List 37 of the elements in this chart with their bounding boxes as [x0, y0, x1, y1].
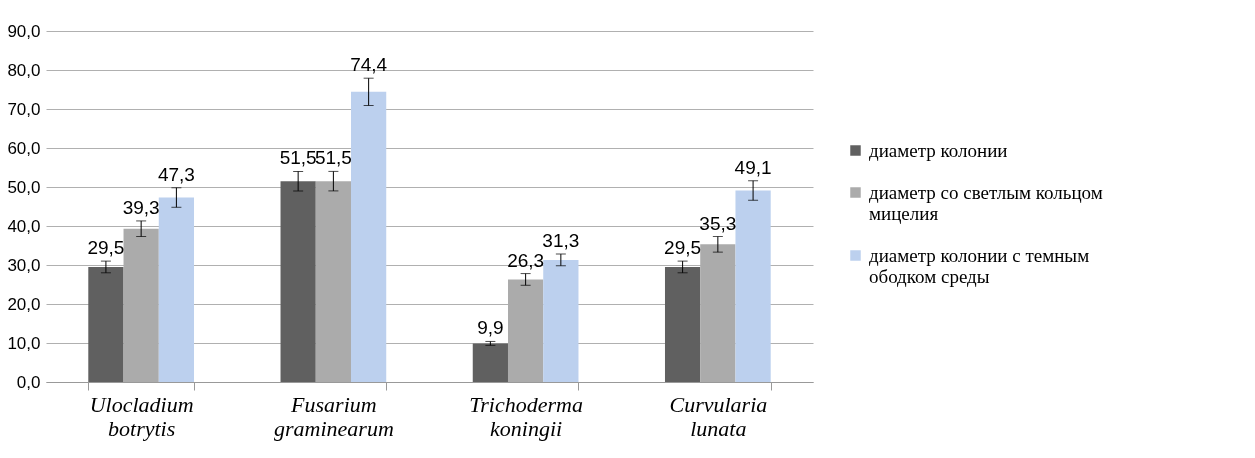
y-tick-label: 70,0	[7, 99, 41, 119]
data-label: 9,9	[477, 317, 504, 339]
bar	[735, 190, 771, 382]
x-tick-label: Ulocladium botrytis	[89, 391, 194, 441]
y-tick-label: 10,0	[7, 333, 41, 353]
y-tick-label: 60,0	[7, 138, 41, 158]
data-label: 29,5	[664, 237, 702, 259]
bar	[472, 343, 508, 382]
y-tick-label: 30,0	[7, 255, 41, 275]
data-label: 51,5	[279, 147, 317, 169]
x-tick-label: Curvularia lunata	[669, 391, 768, 441]
data-label: 29,5	[87, 237, 125, 259]
data-label: 49,1	[734, 156, 772, 178]
data-label: 31,3	[542, 230, 580, 252]
data-label: 26,3	[507, 249, 545, 271]
bar	[280, 181, 316, 382]
bar	[315, 181, 352, 382]
legend-label: диаметр со светлым кольцом мицелия	[869, 181, 1103, 224]
bar	[543, 259, 579, 382]
data-label: 39,3	[122, 196, 160, 218]
bar	[351, 91, 387, 382]
data-label: 35,3	[699, 212, 737, 234]
x-tick-label: Trichoderma koningii	[469, 391, 583, 441]
x-tick-label: Fusarium graminearum	[273, 391, 394, 441]
bar	[88, 266, 124, 382]
y-tick-label: 90,0	[7, 21, 41, 41]
data-label: 47,3	[157, 163, 195, 185]
legend-label: диаметр колонии	[869, 139, 1008, 161]
bar	[664, 266, 701, 382]
data-label: 74,4	[350, 54, 388, 76]
y-tick-label: 40,0	[7, 216, 41, 236]
y-tick-label: 50,0	[7, 177, 41, 197]
bar	[158, 197, 195, 382]
y-tick-label: 20,0	[7, 294, 41, 314]
y-tick-label: 80,0	[7, 60, 41, 80]
y-tick-label: 0,0	[16, 372, 41, 392]
legend-label: диаметр колонии с темным ободком среды	[869, 244, 1090, 287]
